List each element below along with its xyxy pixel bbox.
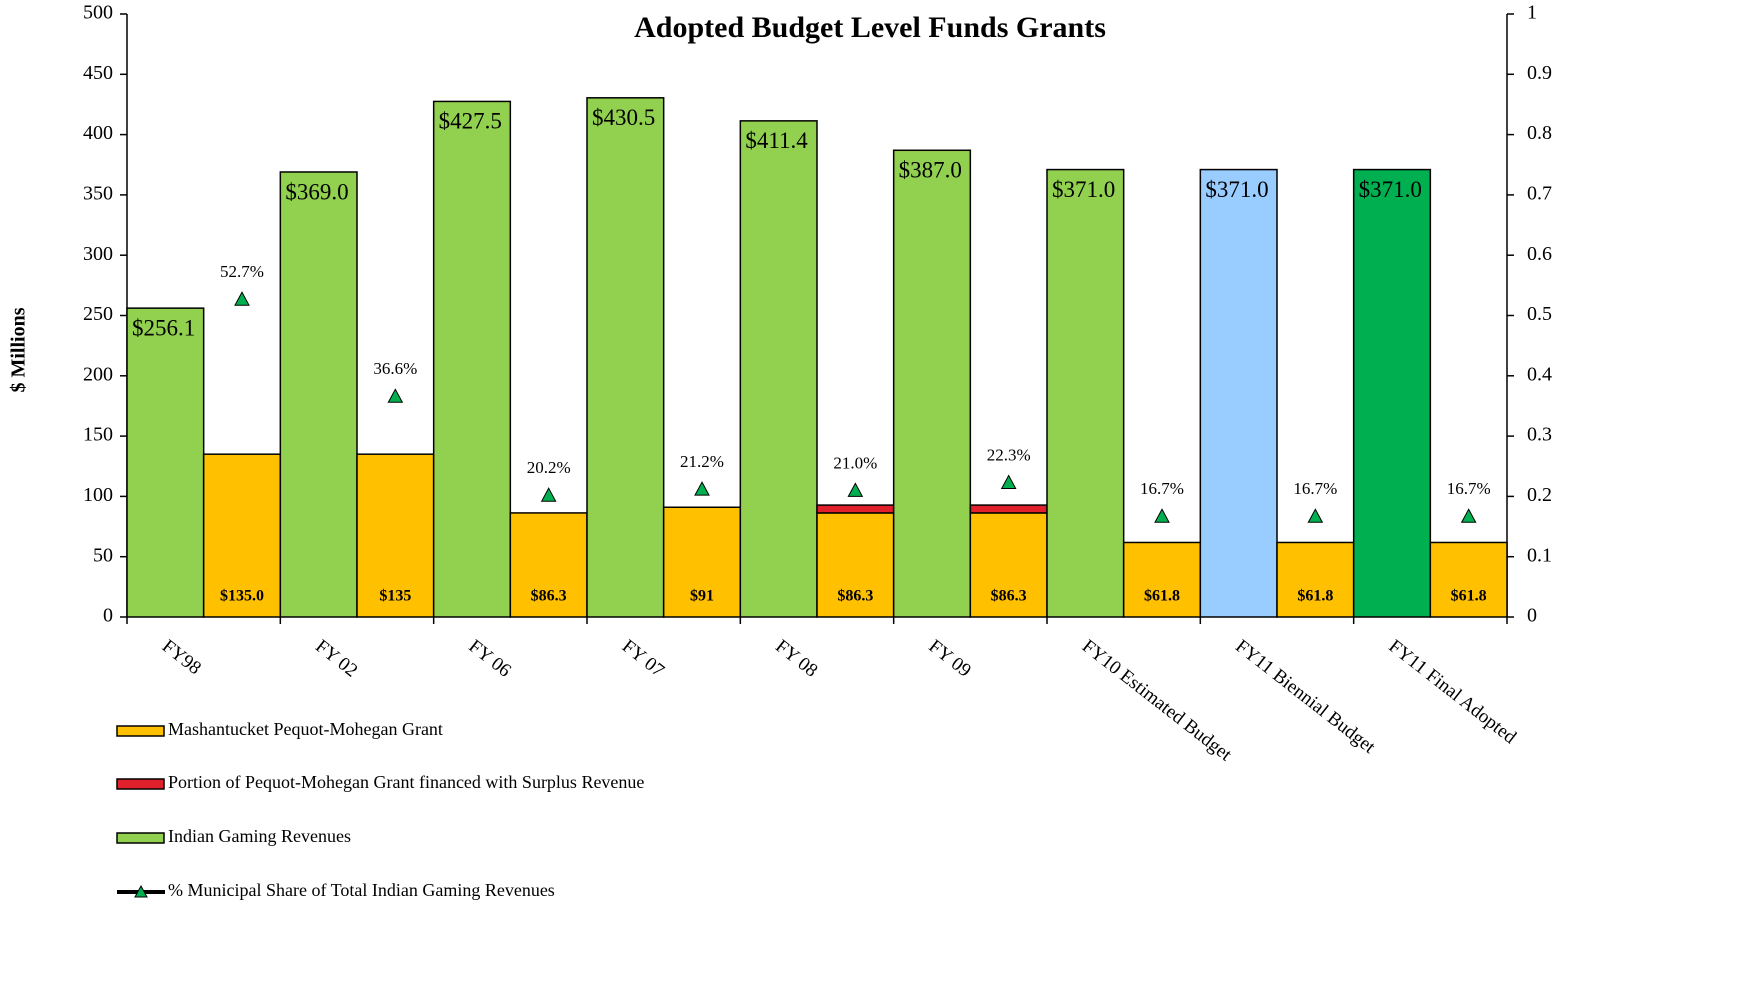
- legend-label: % Municipal Share of Total Indian Gaming…: [168, 880, 555, 900]
- y-tick-label: 450: [83, 62, 113, 84]
- y-tick-label: 500: [83, 2, 113, 24]
- x-tick-label: FY11 Biennial Budget: [1231, 636, 1380, 758]
- y2-tick-label: 0.6: [1527, 243, 1552, 265]
- legend-label: Mashantucket Pequot-Mohegan Grant: [168, 719, 443, 739]
- gaming-value-label: $256.1: [132, 315, 195, 340]
- y2-tick-label: 0.4: [1527, 363, 1552, 385]
- y-axis-label: $ Millions: [8, 307, 30, 392]
- legend-swatch: [116, 725, 165, 737]
- share-value-label: 36.6%: [373, 359, 417, 378]
- grant-bar: [509, 512, 588, 618]
- gaming-value-label: $371.0: [1052, 177, 1115, 202]
- grant-bar: [202, 453, 282, 618]
- grant-bar: [1276, 541, 1355, 618]
- gaming-bar: [739, 120, 818, 618]
- x-tick-label: FY98: [158, 636, 205, 679]
- gaming-bar: [126, 307, 205, 618]
- y-tick-label: 350: [83, 182, 113, 204]
- grant-bar: [1122, 541, 1202, 618]
- grant-value-label: $61.8: [1144, 588, 1180, 605]
- y-tick-label: 400: [83, 122, 113, 144]
- gaming-value-label: $371.0: [1205, 177, 1268, 202]
- grant-value-label: $86.3: [837, 588, 873, 605]
- legend-marker: [134, 884, 148, 898]
- y2-tick-label: 0.8: [1527, 122, 1552, 144]
- share-marker: [387, 388, 404, 403]
- gaming-bar: [892, 149, 972, 618]
- y2-tick-label: 0: [1527, 605, 1537, 627]
- surplus-bar: [969, 504, 1048, 514]
- share-marker: [1000, 474, 1017, 490]
- grant-value-label: $135: [379, 588, 411, 605]
- y-tick-label: 100: [83, 484, 113, 506]
- grant-value-label: $61.8: [1451, 588, 1487, 605]
- y2-tick-label: 1: [1527, 2, 1537, 24]
- grant-value-label: $91: [690, 588, 714, 605]
- share-marker: [540, 487, 557, 502]
- share-marker: [1307, 508, 1324, 523]
- grant-value-label: $86.3: [991, 588, 1027, 605]
- legend-label: Indian Gaming Revenues: [168, 826, 351, 846]
- y2-tick-label: 0.1: [1527, 544, 1552, 566]
- share-marker: [694, 481, 710, 496]
- grant-bar: [356, 453, 435, 618]
- gaming-value-label: $369.0: [285, 179, 348, 204]
- x-tick-label: FY 06: [465, 636, 515, 682]
- gaming-bar: [1046, 168, 1125, 618]
- x-tick-label: FY10 Estimated Budget: [1078, 636, 1236, 766]
- share-value-label: 16.7%: [1140, 479, 1184, 498]
- legend-swatch: [116, 778, 165, 790]
- y-tick-label: 200: [83, 363, 113, 385]
- gaming-bar: [1199, 168, 1278, 618]
- y2-tick-label: 0.9: [1527, 62, 1552, 84]
- gaming-value-label: $430.5: [592, 105, 655, 130]
- grant-value-label: $61.8: [1297, 588, 1333, 605]
- surplus-bar: [816, 504, 895, 514]
- chart-title: Adopted Budget Level Funds Grants: [634, 11, 1106, 44]
- share-marker: [234, 291, 250, 306]
- gaming-bar: [586, 97, 665, 618]
- grant-bar: [816, 512, 895, 618]
- share-value-label: 22.3%: [987, 445, 1031, 464]
- x-tick-label: FY 08: [771, 636, 821, 682]
- gaming-value-label: $371.0: [1359, 177, 1422, 202]
- share-marker: [1154, 508, 1170, 523]
- y-tick-label: 250: [83, 303, 113, 325]
- y-tick-label: 300: [83, 243, 113, 265]
- legend-swatch: [116, 832, 165, 844]
- x-tick-label: FY 09: [925, 636, 975, 682]
- legend-label: Portion of Pequot-Mohegan Grant financed…: [168, 772, 644, 792]
- share-value-label: 16.7%: [1293, 479, 1337, 498]
- share-marker: [1460, 508, 1477, 523]
- gaming-bar: [1352, 168, 1432, 618]
- grant-value-label: $135.0: [220, 588, 264, 605]
- grant-bar: [969, 512, 1048, 618]
- y-tick-label: 0: [103, 605, 113, 627]
- y-tick-label: 50: [93, 544, 113, 566]
- grant-bar: [1429, 541, 1508, 618]
- y2-tick-label: 0.5: [1527, 303, 1552, 325]
- x-tick-label: FY11 Final Adopted: [1385, 636, 1521, 749]
- grant-value-label: $86.3: [531, 588, 567, 605]
- share-value-label: 21.2%: [680, 452, 724, 471]
- share-value-label: 16.7%: [1447, 479, 1491, 498]
- share-value-label: 21.0%: [833, 453, 877, 472]
- gaming-value-label: $427.5: [439, 109, 502, 134]
- y2-tick-label: 0.3: [1527, 424, 1552, 446]
- x-tick-label: FY 07: [618, 636, 668, 682]
- gaming-bar: [432, 100, 512, 618]
- gaming-value-label: $387.0: [899, 158, 962, 183]
- y-tick-label: 150: [83, 424, 113, 446]
- gaming-bar: [279, 171, 358, 618]
- gaming-value-label: $411.4: [745, 128, 808, 153]
- share-value-label: 20.2%: [527, 458, 571, 477]
- y2-tick-label: 0.2: [1527, 484, 1552, 506]
- share-value-label: 52.7%: [220, 262, 264, 281]
- y2-tick-label: 0.7: [1527, 182, 1552, 204]
- share-marker: [847, 482, 864, 497]
- x-tick-label: FY 02: [311, 636, 361, 682]
